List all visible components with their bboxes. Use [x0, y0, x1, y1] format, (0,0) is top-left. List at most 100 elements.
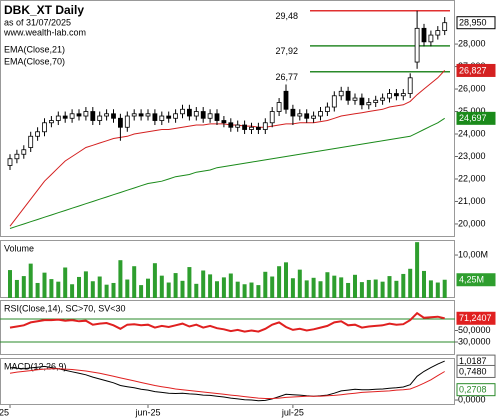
volume-bar — [49, 279, 54, 298]
candle-body — [255, 126, 261, 130]
candle-body — [214, 113, 220, 121]
panel-frame — [0, 358, 455, 405]
panel-frame — [0, 0, 455, 237]
volume-bar — [442, 279, 447, 298]
candle-body — [131, 113, 137, 117]
y-tick-label: 10,00M — [458, 249, 488, 259]
candle-body — [249, 126, 254, 130]
y-tick-label: 26,000 — [458, 83, 486, 93]
candle-body — [42, 122, 47, 133]
last-value-label: 24,697 — [459, 113, 487, 123]
volume-bar — [270, 276, 275, 298]
subtitle: as of 31/07/2025 — [4, 17, 71, 27]
volume-bar — [132, 266, 137, 298]
volume-bar — [90, 281, 95, 298]
y-tick-label: 23,000 — [458, 151, 486, 161]
candle-body — [76, 113, 82, 117]
volume-bar — [146, 278, 150, 298]
volume-bar — [235, 281, 240, 298]
candle-body — [49, 120, 54, 124]
volume-bar — [77, 276, 81, 298]
last-value-box — [456, 273, 496, 287]
volume-bar — [401, 273, 406, 298]
last-value-box — [456, 63, 496, 77]
volume-bar — [359, 282, 364, 298]
panel-frame — [0, 240, 455, 298]
ema-line — [9, 117, 445, 229]
candle-body — [380, 97, 386, 101]
volume-bar — [180, 280, 185, 298]
candle-body — [7, 158, 13, 166]
x-tick-label: jun-25 — [134, 407, 160, 417]
volume-bar — [21, 276, 26, 298]
panel-title: RSI(Close,14), SC>70, SV<30 — [4, 303, 126, 313]
volume-bar — [35, 282, 40, 298]
volume-bar — [83, 271, 88, 298]
level-label: 27,92 — [275, 46, 298, 56]
panel-frame — [0, 300, 455, 355]
volume-bar — [415, 242, 420, 298]
y-tick-label: 22,000 — [458, 173, 486, 183]
candle-body — [228, 122, 234, 128]
candle-body — [55, 115, 61, 121]
last-value-label: 71,2407 — [459, 313, 492, 323]
candle-body — [421, 27, 427, 43]
volume-bar — [111, 282, 116, 298]
volume-bar — [97, 276, 102, 298]
volume-bar — [346, 282, 351, 298]
candle-body — [324, 106, 330, 112]
last-value-box — [456, 364, 496, 378]
y-tick-label: 25,000 — [458, 106, 486, 116]
candle-body — [393, 93, 399, 97]
volume-bar — [228, 273, 233, 298]
candle-body — [193, 111, 199, 117]
volume-bar — [297, 269, 302, 298]
candle-body — [166, 115, 172, 119]
volume-bar — [339, 277, 344, 298]
overlay-name: EMA(Close,21) — [4, 44, 65, 54]
volume-bar — [159, 275, 164, 298]
candle-body — [173, 113, 179, 119]
rsi-line — [9, 311, 445, 333]
y-tick-label: 20,000 — [458, 218, 486, 228]
volume-bar — [304, 280, 309, 298]
volume-bar — [118, 260, 123, 298]
volume-bar — [249, 282, 254, 298]
candle-body — [400, 93, 406, 97]
candle-body — [111, 113, 116, 119]
last-value-label: 0,2708 — [459, 385, 487, 395]
last-value-box — [456, 383, 496, 397]
candle-body — [200, 111, 206, 119]
volume-bar — [284, 262, 288, 298]
level-label: 29,48 — [275, 11, 298, 21]
last-value-label: 0,7480 — [459, 366, 487, 376]
y-tick-label: 0,0000 — [458, 394, 486, 404]
candle-body — [414, 27, 420, 63]
level-label: 26,77 — [275, 72, 298, 82]
y-tick-label: 24,000 — [458, 128, 486, 138]
candle-body — [235, 124, 241, 128]
candle-body — [366, 102, 372, 106]
volume-bar — [152, 263, 157, 298]
panel-title: Volume — [4, 243, 34, 253]
volume-bar — [366, 279, 371, 298]
panel-title: MACD(12,26,9) — [4, 361, 67, 371]
volume-bar — [8, 270, 12, 298]
candle-body — [428, 34, 434, 43]
candle-body — [283, 90, 289, 110]
overlay-name: EMA(Close,70) — [4, 56, 65, 66]
volume-bar — [256, 285, 261, 298]
volume-bar — [125, 279, 130, 298]
last-value-box — [456, 311, 496, 325]
volume-bar — [201, 270, 206, 298]
candle-body — [345, 90, 351, 101]
volume-bar — [332, 275, 337, 298]
candle-body — [28, 135, 34, 148]
candle-body — [97, 115, 103, 121]
candle-body — [331, 95, 337, 108]
last-value-box — [456, 111, 496, 125]
candle-body — [304, 113, 310, 119]
candle-body — [262, 122, 268, 130]
last-value-label: 28,950 — [459, 18, 487, 28]
candle-body — [21, 149, 27, 155]
